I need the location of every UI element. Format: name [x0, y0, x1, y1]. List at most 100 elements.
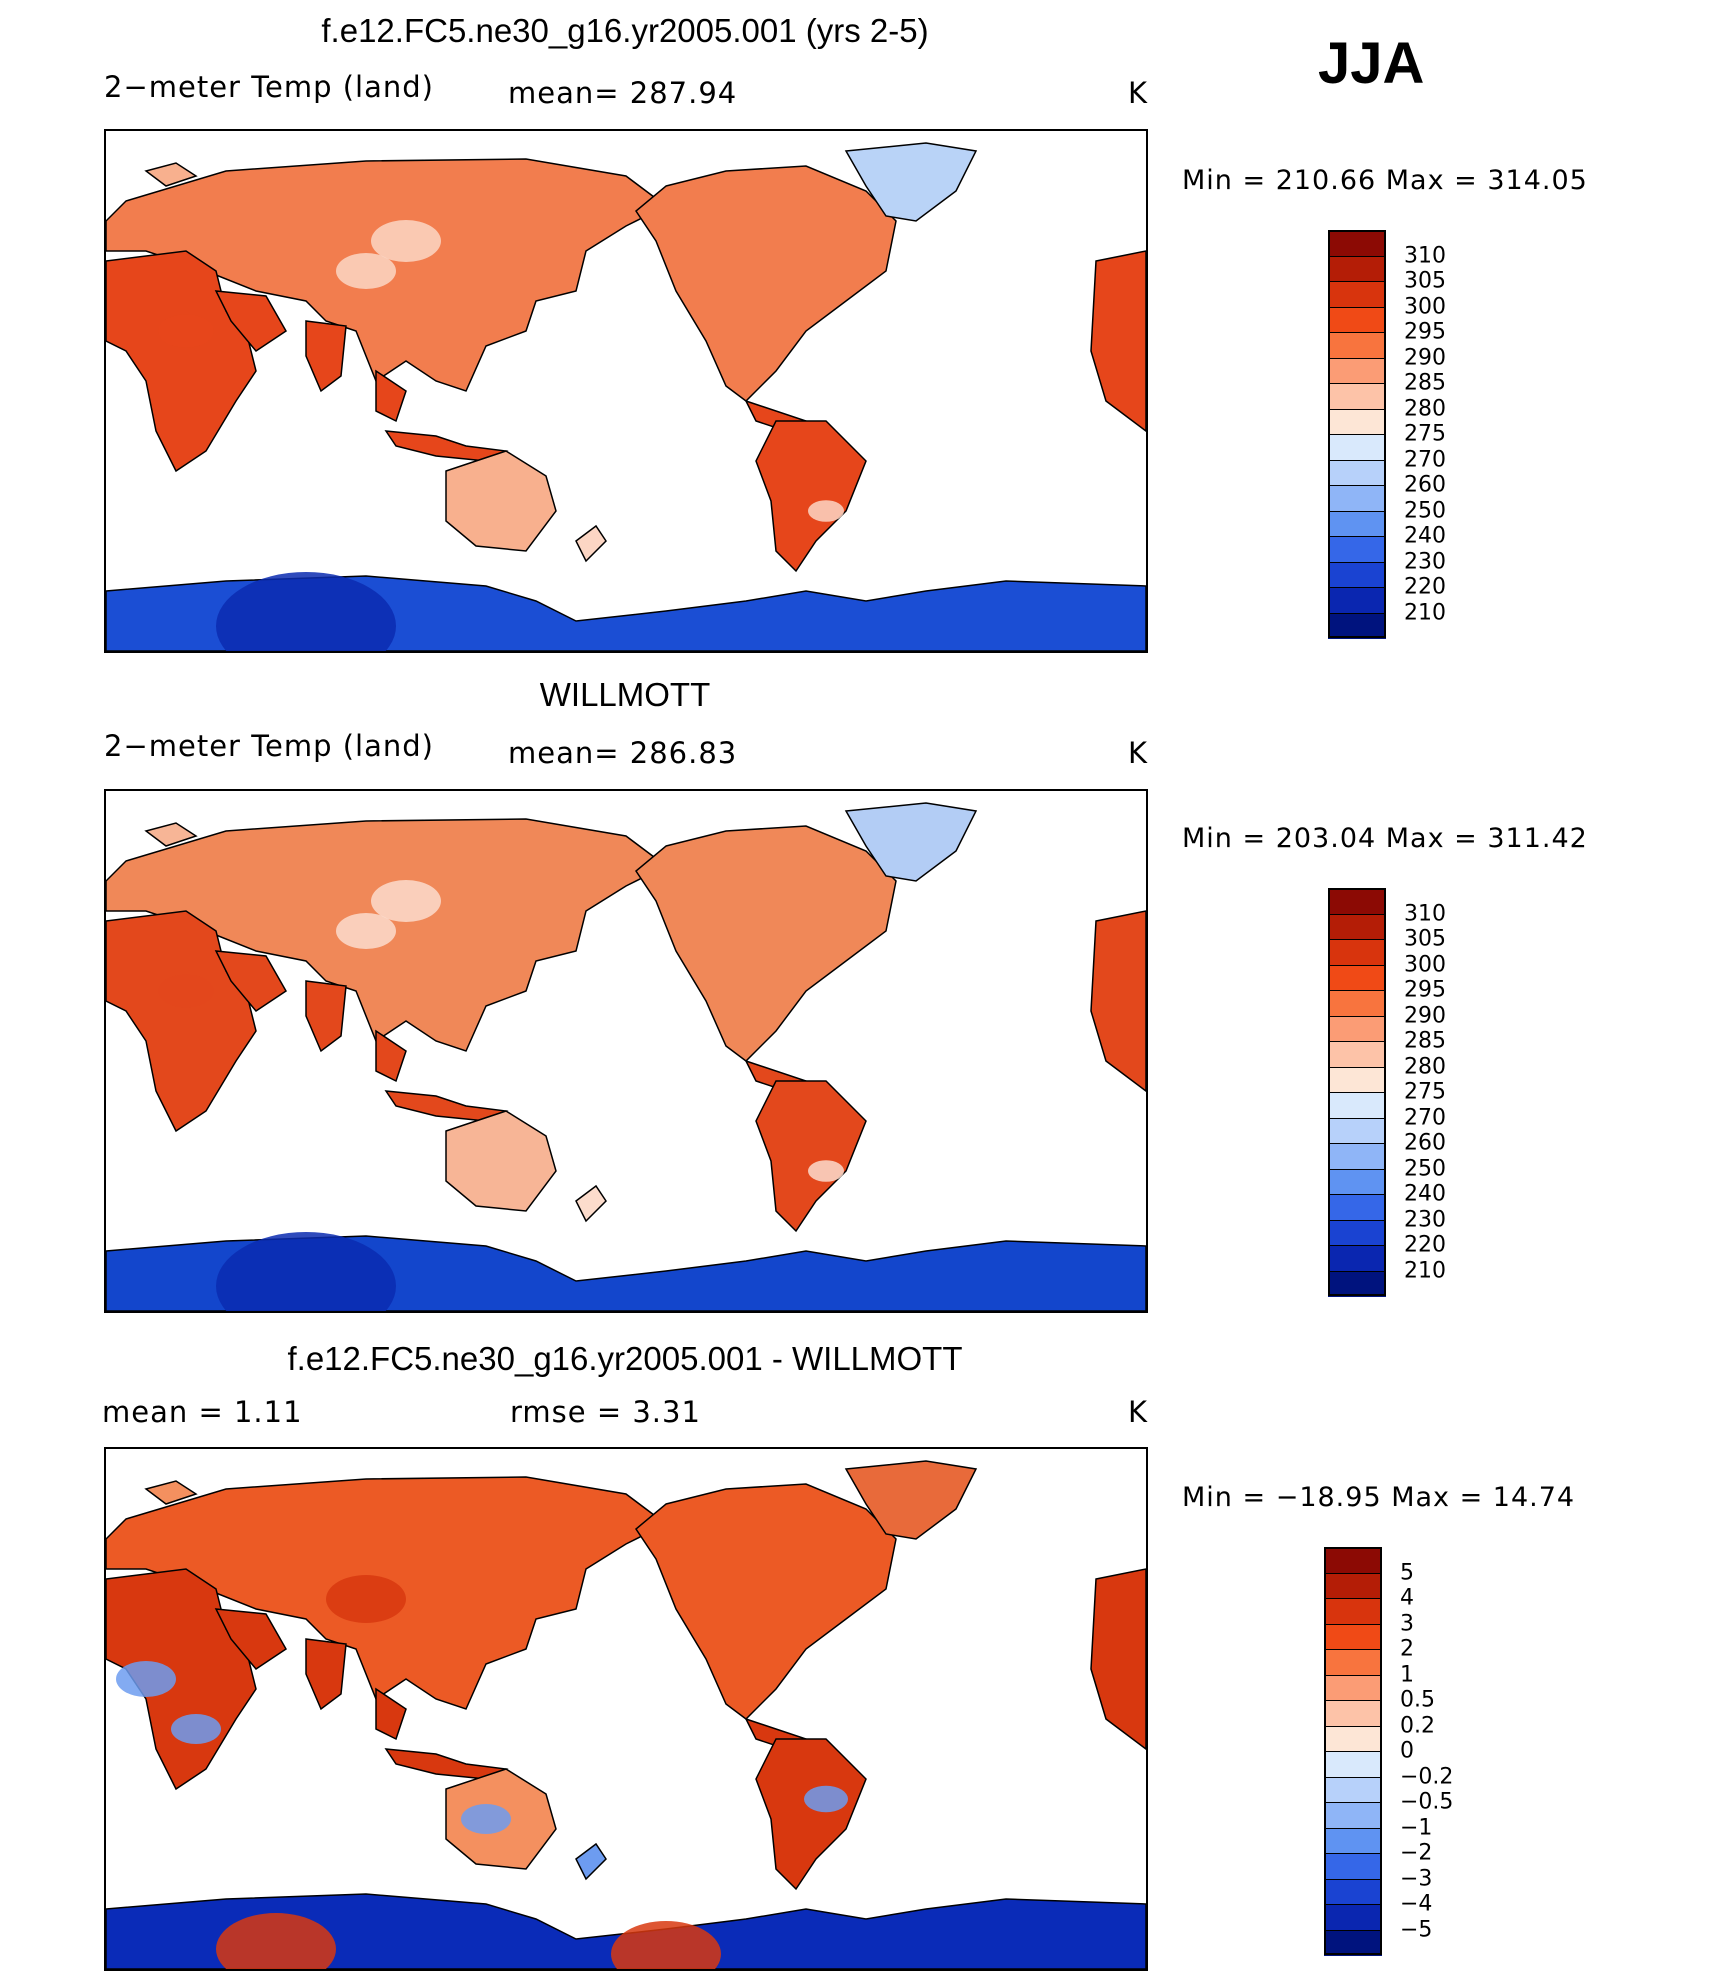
colorbar-tick-label: 290	[1404, 345, 1446, 370]
panel-2-units: K	[1128, 736, 1149, 770]
colorbar-tick-label: 275	[1404, 1079, 1446, 1105]
landmass-greenland	[844, 802, 978, 882]
colorbar-swatch	[1328, 357, 1386, 384]
field-anomaly-patch	[371, 880, 441, 922]
colorbar-swatch	[1328, 939, 1386, 966]
colorbar-tick-label: 220	[1404, 1232, 1446, 1258]
colorbar-swatch	[1324, 1700, 1382, 1727]
colorbar-swatch	[1328, 1143, 1386, 1170]
panel-2-variable: 2−meter Temp (land)	[104, 729, 434, 763]
landmass-australia	[445, 450, 557, 552]
field-anomaly-patch	[216, 572, 396, 651]
colorbar-tick-label: 260	[1404, 472, 1446, 498]
landmass-south-america	[755, 1080, 867, 1233]
landmass-southeast-asia	[375, 1029, 407, 1083]
colorbar-swatch	[1328, 1219, 1386, 1246]
colorbar-swatch	[1328, 913, 1386, 940]
colorbar-tick-label: 270	[1404, 1105, 1446, 1130]
colorbar-swatch	[1328, 408, 1386, 435]
colorbar-tick-label: 305	[1404, 926, 1446, 952]
colorbar-swatch	[1324, 1776, 1382, 1803]
colorbar-tick-label: 250	[1404, 498, 1446, 523]
field-anomaly-patch	[216, 1232, 396, 1311]
colorbar-swatch	[1324, 1904, 1382, 1931]
panel-1-minmax: Min = 210.66 Max = 314.05	[1182, 165, 1588, 196]
colorbar-tick-label: 285	[1404, 1028, 1446, 1054]
colorbar-swatch	[1324, 1878, 1382, 1905]
colorbar-tick-label: −2	[1400, 1840, 1433, 1866]
colorbar-tick-label: 210	[1404, 600, 1446, 625]
colorbar-swatch	[1328, 561, 1386, 588]
colorbar-swatch	[1324, 1751, 1382, 1778]
colorbar-swatch	[1328, 1041, 1386, 1068]
colorbar-tick-label: 220	[1404, 574, 1446, 600]
colorbar-tick-label: −4	[1400, 1891, 1433, 1917]
panel-3-mean: mean = 1.11	[102, 1395, 303, 1429]
colorbar-swatch	[1324, 1598, 1382, 1625]
colorbar-swatch	[1324, 1929, 1382, 1956]
landmass-arctic-islands	[144, 822, 198, 847]
landmass-north-america	[635, 825, 897, 1062]
landmass-africa	[106, 250, 257, 473]
landmass-new-zealand	[575, 1842, 607, 1881]
panel-2-colorbar: 310 305 300 295 290 285 280 275 270 260 250 240 230 2…	[1328, 888, 1468, 1298]
colorbar-swatch	[1328, 1117, 1386, 1144]
landmass-arctic-islands	[144, 1480, 198, 1505]
colorbar-tick-label: 3	[1400, 1611, 1414, 1636]
colorbar-tick-label: 2	[1400, 1636, 1414, 1662]
landmass-india	[305, 320, 347, 393]
panel-3-title: f.e12.FC5.ne30_g16.yr2005.001 - WILLMOTT	[287, 1340, 963, 1377]
field-anomaly-patch	[336, 253, 396, 289]
field-anomaly-patch	[326, 1575, 406, 1623]
colorbar-swatch	[1328, 990, 1386, 1017]
colorbar-swatch	[1328, 1270, 1386, 1297]
colorbar-tick-label: −1	[1400, 1815, 1433, 1840]
field-anomaly-patch	[804, 1785, 848, 1813]
colorbar-tick-label: 240	[1404, 1181, 1446, 1207]
colorbar-swatch	[1328, 281, 1386, 308]
panel-3-minmax: Min = −18.95 Max = 14.74	[1182, 1482, 1576, 1513]
colorbar-tick-label: 4	[1400, 1585, 1414, 1611]
colorbar-tick-label: 210	[1404, 1258, 1446, 1283]
landmass-southeast-asia	[375, 369, 407, 423]
colorbar-swatch	[1324, 1827, 1382, 1854]
landmass-arabia	[214, 950, 287, 1012]
colorbar-swatch	[1328, 383, 1386, 410]
panel-3-colorbar: 5 4 3 2 1 0.5 0.2 0 −0.2 −0.5 −1 −2 −3 −4 −5	[1324, 1547, 1474, 1957]
colorbar-tick-label: 300	[1404, 294, 1446, 319]
colorbar-swatch	[1324, 1802, 1382, 1829]
colorbar-tick-label: 300	[1404, 952, 1446, 977]
field-anomaly-patch	[611, 1921, 721, 1969]
colorbar-tick-label: 230	[1404, 549, 1446, 574]
field-anomaly-patch	[116, 1661, 176, 1697]
panel-1-colorbar: 310 305 300 295 290 285 280 275 270 260 250 240 230 2…	[1328, 230, 1468, 640]
landmass-africa-east-wrap	[1090, 1568, 1146, 1750]
panel-1-units: K	[1128, 76, 1149, 110]
landmass-africa-east-wrap	[1090, 250, 1146, 432]
colorbar-tick-label: 280	[1404, 1054, 1446, 1079]
colorbar-tick-label: 310	[1404, 901, 1446, 926]
landmass-new-zealand	[575, 1184, 607, 1223]
landmass-north-america	[635, 165, 897, 402]
panel-2-mean: mean= 286.83	[508, 736, 738, 770]
colorbar-swatch	[1328, 612, 1386, 639]
colorbar-tick-label: 270	[1404, 447, 1446, 472]
colorbar-tick-label: 250	[1404, 1156, 1446, 1181]
colorbar-tick-label: 275	[1404, 421, 1446, 447]
colorbar-swatch	[1328, 1015, 1386, 1042]
panel-3-rmse: rmse = 3.31	[510, 1395, 701, 1429]
panel-1-map	[104, 129, 1148, 653]
panel-3-map	[104, 1447, 1148, 1971]
panel-1-mean: mean= 287.94	[508, 76, 738, 110]
colorbar-tick-label: 295	[1404, 977, 1446, 1003]
colorbar-swatch	[1328, 255, 1386, 282]
colorbar-tick-label: −0.5	[1400, 1789, 1454, 1815]
colorbar-tick-label: −5	[1400, 1917, 1433, 1942]
colorbar-swatch	[1324, 1572, 1382, 1599]
landmass-new-zealand	[575, 524, 607, 563]
colorbar-swatch	[1324, 1725, 1382, 1752]
colorbar-swatch	[1324, 1674, 1382, 1701]
colorbar-frame	[1324, 1547, 1382, 1955]
field-anomaly-patch	[336, 913, 396, 949]
landmass-north-america	[635, 1483, 897, 1720]
